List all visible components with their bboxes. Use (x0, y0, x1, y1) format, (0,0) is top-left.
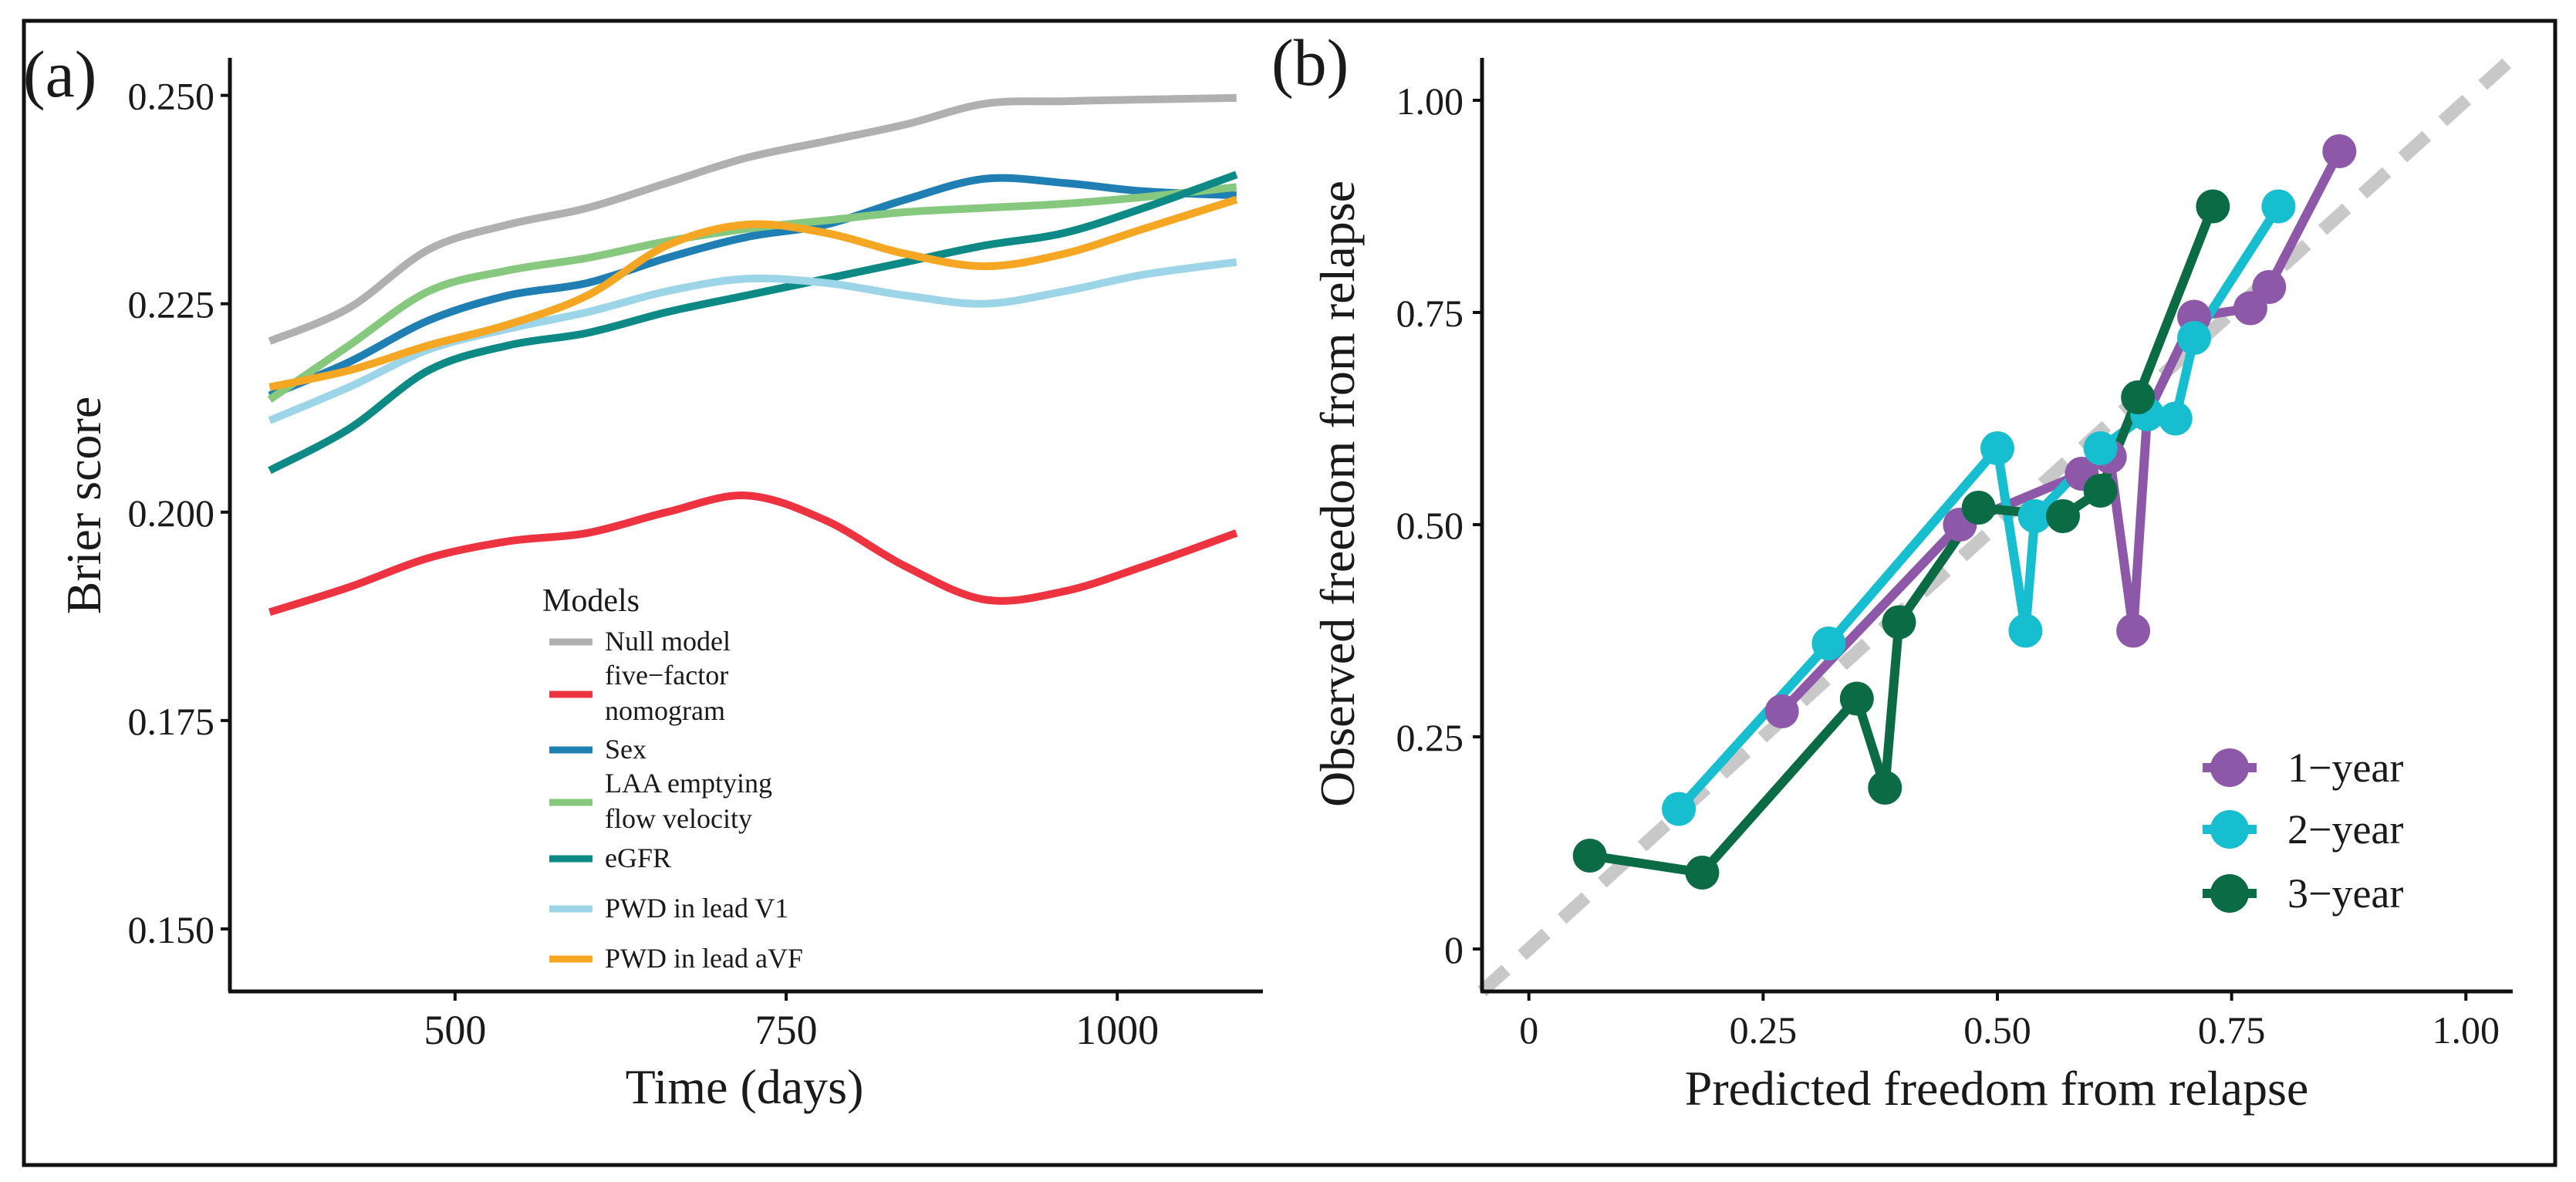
panel-label-a: (a) (23, 37, 96, 111)
panel-b-point (1572, 839, 1607, 873)
panel-b-series-layer (1572, 134, 2357, 890)
panel-a-y-tick-label: 0.150 (128, 908, 215, 951)
panel-b-reference-layer (1477, 52, 2517, 997)
panel-a-y-ticks: 0.150 0.175 0.200 0.225 0.250 (128, 75, 230, 951)
panel-b-legend-key-point (2210, 748, 2249, 787)
panel-b-point (2116, 613, 2151, 648)
panel-b-point (1868, 771, 1902, 805)
panel-b-point (1980, 431, 2014, 465)
panel-a-legend-label: flow velocity (605, 803, 752, 834)
panel-b-legend-label: 2−year (2287, 806, 2403, 853)
panel-a-x-label: Time (days) (626, 1059, 864, 1114)
panel-b-reference-line (1477, 52, 2517, 997)
panel-b-y-tick-label: 0.50 (1396, 504, 1464, 547)
panel-a: (a) 0.150 0.175 0.200 0.225 0.250 500 750 1000… (23, 37, 1263, 1114)
panel-a-x-ticks: 500 750 1000 (424, 991, 1159, 1053)
panel-b-point (2177, 321, 2212, 355)
panel-b-x-tick-label: 0 (1519, 1008, 1538, 1052)
panel-label-b: (b) (1271, 25, 1349, 100)
figure-border (22, 19, 2557, 1167)
panel-b-point (2196, 189, 2230, 224)
panel-b-legend: 1−year 2−year 3−year (2203, 745, 2403, 917)
panel-b-x-tick-label: 0.75 (2198, 1008, 2266, 1052)
panel-a-y-tick-label: 0.175 (128, 700, 215, 743)
panel-a-series-line (268, 258, 1237, 424)
panel-a-series-line (268, 93, 1237, 345)
panel-a-y-tick-label: 0.250 (128, 75, 215, 118)
panel-a-legend-label: PWD in lead aVF (605, 943, 803, 974)
panel-b-y-tick-label: 1.00 (1396, 79, 1464, 123)
panel-b-point (2017, 499, 2052, 533)
panel-a-legend-label: Null model (605, 626, 731, 657)
panel-a-y-tick-label: 0.225 (128, 283, 215, 326)
panel-b-point (2121, 380, 2156, 414)
panel-a-series-line (268, 195, 1238, 391)
panel-b-point (2261, 189, 2296, 224)
panel-a-legend-label: eGFR (605, 843, 671, 873)
panel-b-legend-label: 3−year (2287, 870, 2403, 917)
panel-b-y-ticks: 0 0.25 0.50 0.75 1.00 (1396, 79, 1482, 971)
panel-b-point (1811, 626, 1846, 660)
panel-b-point (2008, 613, 2043, 648)
panel-a-x-tick-label: 750 (755, 1007, 818, 1053)
panel-b-point (2322, 134, 2357, 168)
panel-b-point (1662, 792, 1697, 826)
panel-b-point (2083, 431, 2118, 465)
panel-a-x-tick-label: 500 (424, 1007, 486, 1053)
panel-b-x-tick-label: 0.25 (1730, 1008, 1798, 1052)
panel-b-point (2046, 499, 2081, 533)
panel-b-point (1685, 856, 1720, 890)
panel-a-y-label: Brier score (56, 397, 111, 615)
panel-a-series-line (267, 183, 1237, 404)
panel-b-legend-key-point (2210, 874, 2249, 913)
panel-b-point (2083, 474, 2118, 508)
panel-a-y-tick-label: 0.200 (128, 491, 215, 535)
panel-b-y-label: Observed freedom from relapse (1310, 181, 1365, 807)
panel-b-legend-label: 1−year (2287, 745, 2403, 791)
panel-a-legend-label: nomogram (605, 695, 725, 726)
panel-a-series-line (268, 491, 1238, 616)
panel-a-series-line (268, 171, 1238, 474)
panel-b-point (1839, 681, 1874, 716)
panel-b-x-tick-label: 1.00 (2433, 1008, 2500, 1052)
panel-b-y-tick-label: 0 (1444, 928, 1464, 971)
panel-b-point (2158, 401, 2193, 436)
panel-a-series-line (268, 174, 1237, 400)
panel-b-point (1961, 491, 1996, 525)
panel-b-point (1764, 694, 1799, 728)
panel-b: (b) 00.250.500.751.00 0 0.25 0.50 0.75 1.00 … (1271, 25, 2517, 1116)
panel-b-y-tick-label: 0.75 (1396, 292, 1464, 335)
panel-b-point (2252, 270, 2287, 304)
panel-a-legend-label: LAA emptying (605, 768, 772, 799)
panel-b-point (1882, 605, 1916, 640)
panel-b-x-label: Predicted freedom from relapse (1685, 1061, 2309, 1116)
panel-b-y-tick-label: 0.25 (1396, 716, 1464, 759)
panel-a-x-tick-label: 1000 (1075, 1007, 1159, 1053)
panel-a-legend-label: five−factor (605, 660, 728, 691)
panel-a-series-layer (267, 93, 1238, 616)
panel-b-x-tick-label: 0.50 (1963, 1008, 2031, 1052)
panel-a-legend-title: Models (542, 583, 640, 619)
panel-b-x-ticks: 0 0.25 0.50 0.75 1.00 (1519, 991, 2500, 1052)
panel-a-legend-label: PWD in lead V1 (605, 893, 788, 924)
panel-a-legend-label: Sex (605, 734, 647, 765)
panel-b-legend-key-point (2210, 810, 2249, 849)
